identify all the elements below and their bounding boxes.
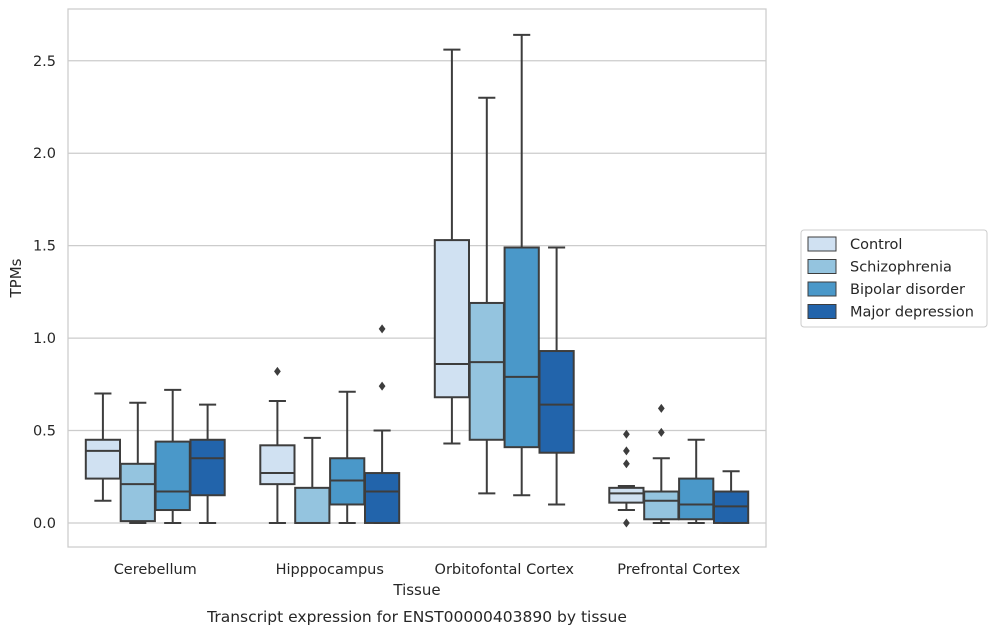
box-group (503, 33, 540, 497)
x-tick-label: Prefrontal Cortex (617, 562, 740, 578)
x-tick-label: Hipppocampus (276, 562, 384, 578)
grid-lines (68, 60, 766, 524)
box-group (712, 470, 750, 524)
box-iqr (678, 477, 715, 521)
y-tick-label: 0.0 (33, 516, 56, 532)
box-iqr (608, 486, 645, 504)
box-group (294, 436, 331, 524)
legend-swatch (807, 259, 837, 274)
box-group (154, 388, 191, 524)
y-tick-label: 2.0 (33, 146, 56, 162)
box-iqr (468, 301, 505, 441)
box-iqr (294, 486, 331, 524)
box-group (608, 429, 645, 528)
outlier-point (623, 429, 630, 439)
legend-frame (800, 229, 988, 328)
plot-frame (67, 8, 767, 548)
boxes (84, 33, 750, 528)
legend-swatch (807, 304, 837, 319)
box-iqr (154, 440, 191, 512)
box-group (259, 366, 296, 524)
box-iqr (189, 438, 226, 497)
outlier-point (623, 518, 630, 528)
legend-swatch (807, 236, 837, 252)
legend-label: Major depression (850, 305, 974, 321)
box-iqr (503, 246, 540, 449)
outlier-point (657, 427, 665, 437)
legend-label: Control (850, 237, 902, 253)
legend-label: Bipolar disorder (850, 282, 965, 298)
legend-label: Schizophrenia (850, 260, 952, 276)
y-axis-ticks: 0.0 0.5 1.0 1.5 2.0 2.5 (33, 54, 56, 532)
outlier-point (274, 366, 281, 376)
legend-swatch (807, 281, 837, 297)
x-axis-label: Tissue (392, 581, 440, 599)
box-iqr (119, 462, 156, 523)
box-group (84, 392, 122, 502)
box-iqr (363, 472, 401, 524)
y-tick-label: 1.5 (33, 239, 56, 255)
box-iqr (643, 490, 680, 521)
box-iqr (433, 239, 471, 399)
outlier-point (623, 446, 630, 456)
chart-caption: Transcript expression for ENST0000040389… (206, 608, 627, 626)
y-tick-label: 0.5 (33, 424, 56, 440)
x-axis-ticks: Cerebellum Hipppocampus Orbitofontal Corte… (114, 562, 741, 578)
outlier-point (378, 324, 386, 334)
box-iqr (259, 444, 296, 486)
box-group (119, 401, 156, 524)
legend: Control Schizophrenia Bipolar disorder Majo… (800, 229, 988, 328)
y-axis-label: TPMs (7, 258, 25, 298)
x-tick-label: Orbitofontal Cortex (435, 562, 575, 578)
box-iqr (538, 350, 575, 454)
x-tick-label: Cerebellum (114, 562, 197, 578)
box-group (189, 403, 226, 524)
box-group (643, 403, 680, 524)
box-group (329, 390, 366, 524)
box-iqr (84, 438, 122, 480)
box-group (433, 48, 471, 445)
box-group (678, 438, 715, 524)
box-group (538, 246, 575, 506)
outlier-point (378, 381, 386, 391)
box-group (468, 96, 505, 495)
outlier-point (623, 459, 630, 469)
y-tick-label: 2.5 (33, 54, 56, 70)
box-group (363, 324, 401, 524)
y-tick-label: 1.0 (33, 331, 56, 347)
outlier-point (657, 403, 665, 413)
